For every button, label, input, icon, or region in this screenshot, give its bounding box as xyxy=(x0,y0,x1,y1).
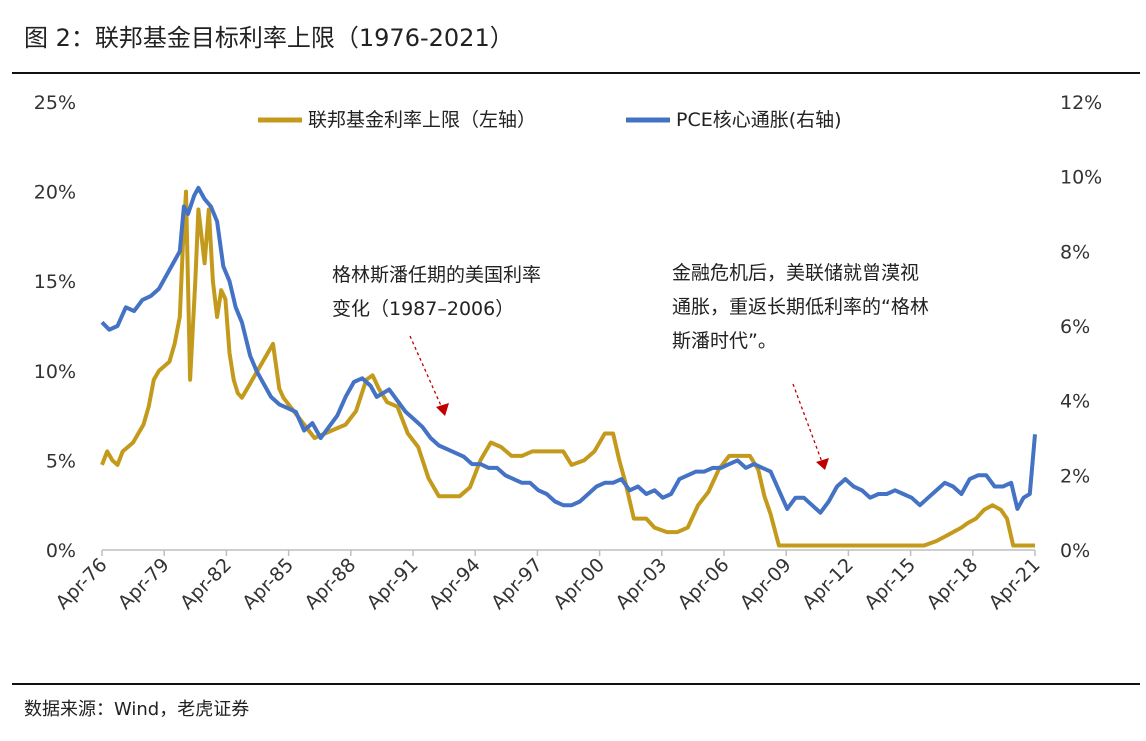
annotation-post-crisis-line1: 金融危机后，美联储就曾漠视 xyxy=(672,262,920,284)
left-axis-ticks: 0% 5% 10% 15% 20% 25% xyxy=(34,92,76,562)
x-axis-tick-label: Apr-15 xyxy=(860,554,920,614)
left-axis-tick-label: 25% xyxy=(34,92,76,114)
x-axis-tick-label: Apr-82 xyxy=(176,554,236,614)
x-axis-tick-label: Apr-79 xyxy=(114,554,174,614)
legend-fed-label: 联邦基金利率上限（左轴） xyxy=(308,109,536,131)
legend-pce-label: PCE核心通胀(右轴) xyxy=(676,109,842,131)
x-axis-tick-label: Apr-00 xyxy=(549,554,609,614)
x-axis-tick-label: Apr-94 xyxy=(425,554,485,614)
arrow-greenspan xyxy=(409,335,443,409)
x-axis-tick-label: Apr-97 xyxy=(487,554,547,614)
x-axis-tick-label: Apr-76 xyxy=(52,554,112,614)
x-axis-ticks: Apr-76 Apr-79 Apr-82 Apr-85 Apr-88 Apr-91 Apr-… xyxy=(52,550,1045,614)
left-axis-tick-label: 10% xyxy=(34,361,76,383)
annotation-greenspan: 格林斯潘任期的美国利率 变化（1987–2006） xyxy=(332,258,541,326)
fed-funds-rate-line xyxy=(100,189,1035,548)
annotation-post-crisis-line2: 通胀，重返长期低利率的“格林 xyxy=(672,296,929,318)
arrow-greenspan-head xyxy=(436,403,449,416)
x-axis-tick-label: Apr-03 xyxy=(611,554,671,614)
annotation-greenspan-line2: 变化（1987–2006） xyxy=(332,298,515,320)
left-axis-tick-label: 0% xyxy=(46,540,76,562)
left-axis-tick-label: 5% xyxy=(46,450,76,472)
bottom-rule xyxy=(12,683,1140,685)
right-axis-tick-label: 8% xyxy=(1060,241,1090,263)
right-axis-tick-label: 10% xyxy=(1060,167,1102,189)
chart-canvas: 0% 5% 10% 15% 20% 25% 0% 2% 4% 6% 8% 10% 12% Apr-76… xyxy=(34,92,1102,614)
annotation-post-crisis: 金融危机后，美联储就曾漠视 通胀，重返长期低利率的“格林 斯潘时代”。 xyxy=(672,256,929,358)
x-axis-tick-label: Apr-85 xyxy=(238,554,298,614)
top-rule xyxy=(12,72,1140,74)
annotation-greenspan-line1: 格林斯潘任期的美国利率 xyxy=(332,264,542,286)
chart-title: 图 2：联邦基金目标利率上限（1976-2021） xyxy=(24,24,514,52)
x-axis-tick-label: Apr-91 xyxy=(363,554,423,614)
arrow-post-crisis xyxy=(792,383,823,463)
x-axis-tick-label: Apr-21 xyxy=(985,554,1045,614)
right-axis-tick-label: 4% xyxy=(1060,391,1090,413)
right-axis-tick-label: 6% xyxy=(1060,316,1090,338)
right-axis-ticks: 0% 2% 4% 6% 8% 10% 12% xyxy=(1060,92,1102,562)
x-axis-tick-label: Apr-06 xyxy=(674,554,734,614)
annotation-post-crisis-line3: 斯潘时代”。 xyxy=(672,330,777,352)
left-axis-tick-label: 20% xyxy=(34,182,76,204)
left-axis-tick-label: 15% xyxy=(34,271,76,293)
right-axis-tick-label: 2% xyxy=(1060,465,1090,487)
x-axis-tick-label: Apr-12 xyxy=(798,554,858,614)
pce-core-inflation-line xyxy=(100,185,1037,515)
legend: 联邦基金利率上限（左轴） PCE核心通胀(右轴) xyxy=(258,109,842,131)
x-axis-tick-label: Apr-18 xyxy=(922,554,982,614)
source-note: 数据来源：Wind，老虎证券 xyxy=(24,699,250,720)
annotation-arrows xyxy=(409,335,829,470)
right-axis-tick-label: 12% xyxy=(1060,92,1102,114)
x-axis-tick-label: Apr-88 xyxy=(300,554,360,614)
right-axis-tick-label: 0% xyxy=(1060,540,1090,562)
x-axis-tick-label: Apr-09 xyxy=(736,554,796,614)
arrow-post-crisis-head xyxy=(816,458,829,470)
